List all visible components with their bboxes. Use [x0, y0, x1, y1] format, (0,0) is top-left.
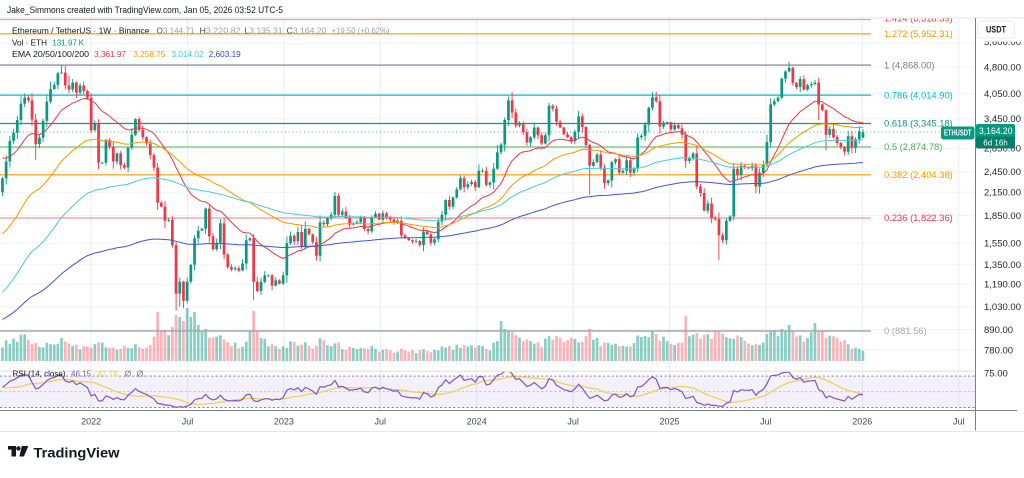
- svg-text:1,850.00: 1,850.00: [984, 211, 1021, 222]
- svg-text:0.382 (2,404.38): 0.382 (2,404.38): [884, 169, 953, 180]
- svg-text:USDT: USDT: [986, 25, 1007, 35]
- svg-text:Ethereum / TetherUS · 1W · Bin: Ethereum / TetherUS · 1W · BinanceO3,144…: [12, 25, 390, 35]
- svg-text:Jul: Jul: [760, 416, 772, 426]
- svg-text:Jake_Simmons created with Trad: Jake_Simmons created with TradingView.co…: [7, 5, 283, 15]
- svg-text:1,350.00: 1,350.00: [984, 260, 1021, 271]
- svg-text:0.236 (1,822.36): 0.236 (1,822.36): [884, 212, 953, 223]
- svg-text:Jul: Jul: [567, 416, 579, 426]
- svg-text:0.5 (2,874.78): 0.5 (2,874.78): [884, 141, 942, 152]
- svg-text:0 (881.56): 0 (881.56): [884, 325, 927, 336]
- svg-text:Jul: Jul: [953, 416, 965, 426]
- svg-text:780.00: 780.00: [984, 345, 1013, 356]
- svg-text:2026: 2026: [852, 416, 872, 426]
- svg-text:2,150.00: 2,150.00: [984, 188, 1021, 199]
- svg-text:1,030.00: 1,030.00: [984, 302, 1021, 313]
- svg-text:890.00: 890.00: [984, 325, 1013, 336]
- svg-text:0.786 (4,014.90): 0.786 (4,014.90): [884, 89, 953, 100]
- svg-text:3,164.20: 3,164.20: [979, 126, 1013, 136]
- svg-text:Jul: Jul: [375, 416, 387, 426]
- svg-text:2025: 2025: [659, 416, 679, 426]
- svg-text:TradingView: TradingView: [34, 445, 120, 460]
- svg-text:4,050.00: 4,050.00: [984, 89, 1021, 100]
- svg-text:2,450.00: 2,450.00: [984, 167, 1021, 178]
- svg-text:1.272 (5,952.31): 1.272 (5,952.31): [884, 28, 953, 39]
- svg-text:ETHUSDT: ETHUSDT: [944, 129, 972, 138]
- svg-text:2024: 2024: [467, 416, 487, 426]
- svg-text:3,450.00: 3,450.00: [984, 114, 1021, 125]
- svg-text:6d 16h: 6d 16h: [983, 138, 1007, 147]
- svg-text:4,800.00: 4,800.00: [984, 63, 1021, 74]
- svg-text:75.00: 75.00: [984, 368, 1008, 379]
- svg-text:2022: 2022: [81, 416, 101, 426]
- svg-text:2023: 2023: [274, 416, 294, 426]
- svg-text:Jul: Jul: [182, 416, 194, 426]
- svg-text:1 (4,868.00): 1 (4,868.00): [884, 59, 935, 70]
- svg-text:1,190.00: 1,190.00: [984, 280, 1021, 291]
- svg-text:1,550.00: 1,550.00: [984, 239, 1021, 250]
